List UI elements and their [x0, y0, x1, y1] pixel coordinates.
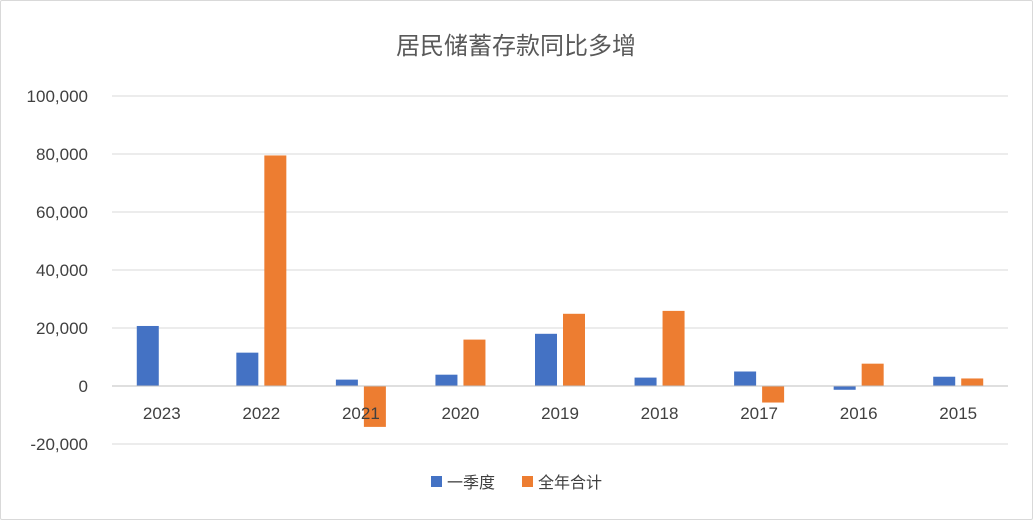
bar-annual-2020	[463, 339, 486, 386]
bar-annual-2016	[861, 363, 884, 386]
grid-lines	[112, 95, 1008, 445]
bar-annual-2022	[264, 155, 287, 386]
y-tick-label: 80,000	[36, 145, 88, 164]
x-tick-label: 2017	[740, 404, 778, 423]
y-tick-label: 40,000	[36, 261, 88, 280]
y-tick-label: 0	[79, 377, 88, 396]
legend-label: 全年合计	[538, 473, 602, 492]
bar-q1-2019	[535, 333, 557, 386]
bar-q1-2018	[634, 377, 657, 386]
bar-annual-2018	[662, 310, 685, 386]
bar-q1-2021	[335, 379, 358, 386]
bar-q1-2023	[136, 325, 159, 386]
bar-annual-2017	[762, 386, 785, 403]
bar-q1-2020	[435, 374, 458, 386]
bar-annual-2019	[563, 313, 585, 386]
bar-q1-2016	[833, 386, 856, 390]
y-axis: 100,000 80,000 60,000 40,000 20,000 0 -20,000	[27, 87, 88, 454]
chart-title: 居民储蓄存款同比多增	[396, 32, 636, 60]
legend-swatch	[431, 476, 442, 487]
bar-q1-2022	[236, 352, 259, 386]
legend-swatch	[522, 476, 533, 487]
x-tick-label: 2022	[242, 404, 280, 423]
y-tick-label: 100,000	[27, 87, 88, 106]
bars	[136, 155, 984, 427]
x-tick-label: 2020	[442, 404, 480, 423]
bar-q1-2017	[734, 371, 757, 386]
bar-q1-2015	[933, 376, 956, 386]
legend-label: 一季度	[447, 473, 495, 492]
x-tick-label: 2016	[840, 404, 878, 423]
bar-annual-2021	[363, 386, 386, 427]
x-axis: 2023 2022 2021 2020 2019 2018 2017 2016 2015	[143, 404, 977, 423]
bar-annual-2015	[961, 378, 984, 386]
y-tick-label: 60,000	[36, 203, 88, 222]
y-tick-label: -20,000	[30, 435, 88, 454]
x-tick-label: 2019	[541, 404, 579, 423]
x-tick-label: 2015	[939, 404, 977, 423]
x-tick-label: 2023	[143, 404, 181, 423]
x-tick-label: 2021	[342, 404, 380, 423]
legend: 一季度 全年合计	[431, 473, 602, 492]
y-tick-label: 20,000	[36, 319, 88, 338]
x-tick-label: 2018	[641, 404, 679, 423]
